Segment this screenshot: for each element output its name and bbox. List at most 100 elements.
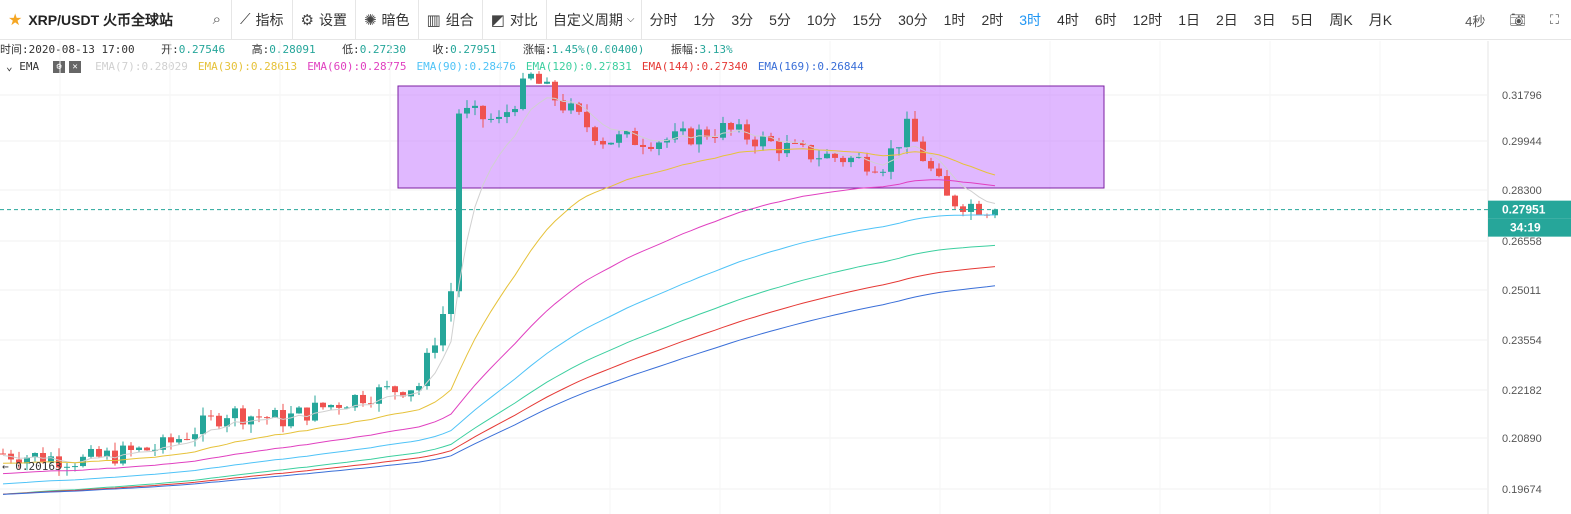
candle-body-80: [640, 144, 646, 147]
indicator-button[interactable]: ⟋ 指标: [232, 0, 293, 40]
interval-2[interactable]: 3分: [731, 11, 754, 28]
candle-body-99: [792, 142, 798, 144]
close-label: 收:: [432, 43, 451, 56]
favorite-star-icon[interactable]: ★: [8, 11, 23, 29]
sun-icon: ✺: [363, 11, 377, 29]
candle-body-114: [912, 118, 918, 142]
candle-body-23: [184, 439, 190, 441]
ema-settings-icon[interactable]: ⚙: [53, 60, 66, 73]
compare-icon: ◩: [490, 11, 505, 29]
candle-body-64: [512, 109, 518, 113]
candle-body-12: [96, 448, 102, 457]
interval-7[interactable]: 1时: [943, 11, 966, 28]
open-value: 0.27546: [178, 43, 226, 56]
candle-body-11: [88, 448, 94, 457]
candle-body-36: [288, 413, 294, 427]
interval-5[interactable]: 15分: [852, 11, 883, 28]
low-marker: ← 0.20163: [2, 460, 62, 473]
candle-body-103: [824, 153, 830, 159]
candle-body-39: [312, 402, 318, 421]
change-value: 1.45%(0.00400): [551, 43, 645, 56]
custom-period-dropdown[interactable]: 自定义周期 ⌵: [547, 0, 642, 40]
candle-body-55: [440, 314, 446, 346]
interval-17[interactable]: 周K: [1329, 11, 1353, 28]
axis-tick-4: 0.25011: [1502, 285, 1541, 297]
interval-12[interactable]: 12时: [1132, 11, 1163, 28]
candle-body-41: [328, 404, 334, 408]
candle-body-5: [40, 452, 46, 463]
candle-body-0: [0, 453, 6, 455]
candle-body-104: [832, 153, 838, 158]
amplitude-value: 3.13%: [699, 43, 733, 56]
candle-body-119: [952, 195, 958, 207]
interval-6[interactable]: 30分: [898, 11, 928, 28]
interval-15[interactable]: 3日: [1253, 11, 1276, 28]
interval-8[interactable]: 2时: [981, 11, 1004, 28]
candle-body-62: [496, 116, 502, 119]
axis-tick-0: 0.31796: [1502, 90, 1542, 102]
ema-label: EMA: [19, 60, 40, 73]
compare-button[interactable]: ◩ 对比: [483, 0, 547, 40]
candle-body-44: [352, 394, 358, 408]
interval-1[interactable]: 1分: [693, 11, 716, 28]
candle-body-19: [152, 449, 158, 451]
ema-line-1: [2, 148, 996, 464]
interval-16[interactable]: 5日: [1291, 11, 1314, 28]
candle-body-106: [848, 157, 854, 163]
ema-line-6: [2, 285, 996, 495]
candle-body-32: [256, 416, 262, 418]
interval-3[interactable]: 5分: [769, 11, 791, 28]
interval-13[interactable]: 1日: [1178, 11, 1200, 28]
candle-body-51: [408, 390, 414, 397]
high-value: 0.28091: [269, 43, 316, 56]
candle-body-9: [72, 466, 78, 468]
fullscreen-icon[interactable]: ⛶: [1549, 12, 1559, 27]
interval-9[interactable]: 3时: [1019, 11, 1042, 28]
chevron-down-icon: ⌵: [626, 14, 635, 25]
interval-14[interactable]: 2日: [1216, 11, 1238, 28]
candle-body-122: [976, 203, 982, 215]
candle-body-120: [960, 206, 966, 212]
settings-button[interactable]: ⚙ 设置: [293, 0, 356, 40]
indicator-label: 指标: [255, 11, 284, 28]
candle-body-24: [192, 434, 198, 440]
candle-body-35: [280, 410, 286, 427]
ema-close-icon[interactable]: ✕: [69, 60, 82, 73]
candle-body-48: [384, 386, 390, 388]
camera-icon[interactable]: 📷︎: [1509, 12, 1526, 27]
candle-body-54: [432, 345, 438, 353]
candle-body-89: [712, 137, 718, 139]
candle-body-56: [448, 291, 454, 315]
symbol-selector[interactable]: ★ XRP/USDT 火币全球站 ⌕: [0, 0, 232, 40]
candle-body-113: [904, 118, 910, 148]
symbol-name: XRP/USDT 火币全球站: [28, 11, 174, 28]
candle-body-52: [416, 386, 422, 391]
candle-body-38: [304, 407, 310, 421]
low-value: 0.27230: [359, 43, 407, 56]
layout-button[interactable]: ▥ 组合: [419, 0, 483, 40]
price-tag-bg: [1488, 200, 1571, 219]
candle-body-66: [528, 73, 534, 79]
search-icon[interactable]: ⌕: [212, 11, 221, 28]
compare-label: 对比: [509, 11, 538, 28]
interval-10[interactable]: 4时: [1057, 11, 1079, 28]
candle-body-75: [600, 140, 606, 145]
candle-body-118: [944, 176, 950, 196]
dark-mode-button[interactable]: ✺ 暗色: [356, 0, 419, 40]
candle-body-59: [472, 105, 478, 108]
interval-18[interactable]: 月K: [1368, 11, 1393, 28]
ema-item-5: EMA(144):0.27340: [641, 60, 748, 73]
candle-body-78: [624, 131, 630, 135]
interval-0[interactable]: 分时: [649, 11, 678, 28]
candle-body-116: [928, 161, 934, 169]
countdown: 34:19: [1510, 221, 1541, 235]
candle-body-109: [872, 171, 878, 173]
ema-toggle[interactable]: ⌄ EMA: [6, 60, 40, 73]
candle-body-27: [216, 415, 222, 427]
interval-11[interactable]: 6时: [1094, 11, 1117, 28]
refresh-rate[interactable]: 4秒: [1465, 13, 1486, 29]
candle-body-97: [776, 141, 782, 154]
interval-4[interactable]: 10分: [806, 11, 837, 28]
candle-body-6: [48, 456, 54, 463]
